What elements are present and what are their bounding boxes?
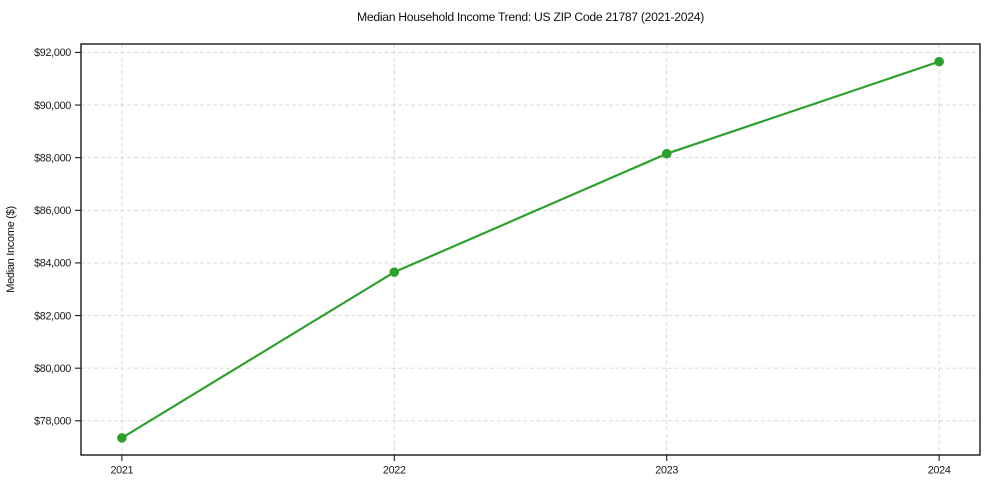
x-tick-label: 2024 xyxy=(928,465,951,477)
y-axis-label: Median Income ($) xyxy=(5,206,17,293)
chart-title: Median Household Income Trend: US ZIP Co… xyxy=(357,10,704,24)
y-tick-label: $88,000 xyxy=(34,152,71,164)
x-tick-label: 2023 xyxy=(655,465,678,477)
data-point-2023 xyxy=(661,148,672,159)
x-tick-label: 2021 xyxy=(110,465,133,477)
data-point-2022 xyxy=(389,267,400,277)
y-tick-label: $82,000 xyxy=(34,310,71,322)
plot-border xyxy=(80,43,981,456)
y-tick-label: $92,000 xyxy=(34,47,71,59)
y-tick-label: $90,000 xyxy=(34,100,71,112)
y-tick-label: $86,000 xyxy=(34,205,71,217)
trend-line xyxy=(120,60,941,439)
data-point-2024 xyxy=(934,56,944,67)
y-tick-label: $78,000 xyxy=(34,416,71,428)
data-point-2021 xyxy=(117,433,127,443)
y-tick-label: $84,000 xyxy=(34,258,71,270)
y-tick-label: $80,000 xyxy=(34,363,71,375)
x-tick-label: 2022 xyxy=(383,465,406,477)
